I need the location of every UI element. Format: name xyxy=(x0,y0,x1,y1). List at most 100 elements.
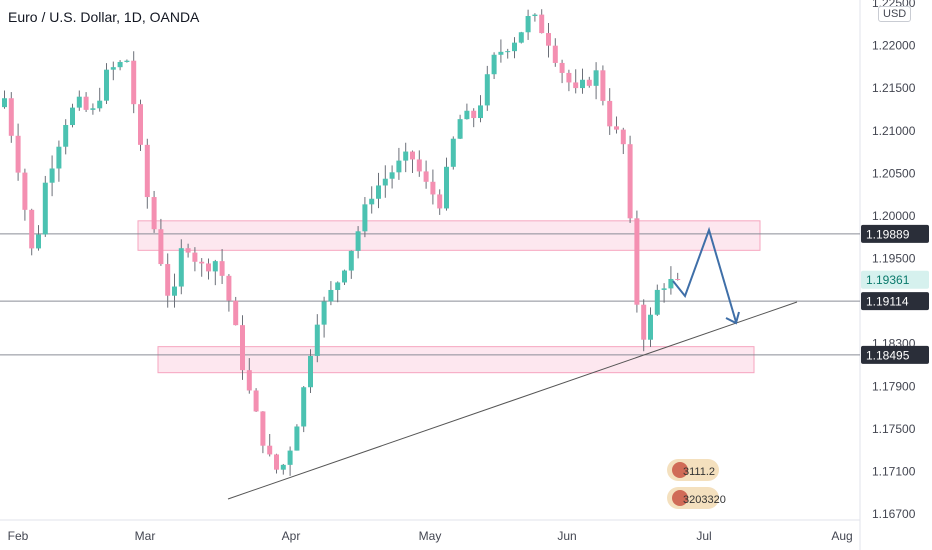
candle-body xyxy=(287,450,293,465)
candle-body xyxy=(382,178,388,186)
candle-body xyxy=(97,100,103,109)
candle-body xyxy=(355,231,361,251)
candle-body xyxy=(654,289,660,315)
candle-body xyxy=(342,270,347,283)
candle-body xyxy=(518,32,524,43)
candle-body xyxy=(36,234,41,249)
price-label-text: 1.19361 xyxy=(866,273,910,287)
candle-body xyxy=(600,70,606,101)
candle-body xyxy=(512,42,517,52)
projection-arrowhead xyxy=(725,311,740,325)
candle-body xyxy=(240,325,245,371)
candle-body xyxy=(396,160,402,173)
candle-body xyxy=(505,51,511,53)
candle-body xyxy=(450,138,456,167)
price-label-support xyxy=(861,345,929,364)
y-tick-label: 1.19500 xyxy=(872,252,916,266)
candle-body xyxy=(49,168,55,183)
candle-body xyxy=(464,110,470,120)
x-tick-label: Jul xyxy=(696,529,711,543)
candle-body xyxy=(226,275,232,301)
candle-body xyxy=(267,445,273,455)
candle-body xyxy=(151,197,157,230)
candle-body xyxy=(620,129,626,145)
candle-body xyxy=(56,146,62,169)
candle-body xyxy=(580,79,585,89)
candle-body xyxy=(471,110,477,119)
candle-body xyxy=(478,105,483,119)
y-tick-label: 1.16700 xyxy=(872,507,916,521)
candle-body xyxy=(294,426,300,451)
candle-body xyxy=(430,181,436,195)
chart-title: Euro / U.S. Dollar, 1D, OANDA xyxy=(8,9,200,25)
candle-body xyxy=(185,248,191,253)
candle-body xyxy=(484,74,490,106)
candle-body xyxy=(661,288,667,290)
candle-body xyxy=(104,69,109,101)
price-label-mid xyxy=(861,292,929,311)
y-tick-label: 1.17500 xyxy=(872,422,916,436)
x-tick-label: Aug xyxy=(831,529,852,543)
supply-demand-zone xyxy=(157,346,755,374)
candle-body xyxy=(83,96,89,110)
candle-body xyxy=(552,45,558,63)
candle-body xyxy=(607,100,613,127)
candle-body xyxy=(348,250,354,271)
candle-body xyxy=(491,54,497,75)
candle-body xyxy=(70,107,75,126)
flag-icon xyxy=(672,490,688,506)
candle-body xyxy=(328,289,334,302)
price-label-text: 1.19114 xyxy=(866,295,909,309)
candle-body xyxy=(389,172,395,179)
candle-body xyxy=(559,62,565,73)
watermark-text: 3111.2 xyxy=(683,466,715,478)
x-tick-label: Apr xyxy=(282,529,301,543)
candle-body xyxy=(301,387,307,427)
y-tick-label: 1.17100 xyxy=(872,464,916,478)
price-label-current xyxy=(861,270,929,289)
candle-body xyxy=(308,355,313,388)
candle-body xyxy=(423,171,429,182)
flag-icon xyxy=(672,462,688,478)
candle-body xyxy=(90,108,96,110)
candle-body xyxy=(110,67,116,70)
candle-body xyxy=(131,60,137,105)
candle-body xyxy=(321,301,327,325)
x-tick-label: Feb xyxy=(8,529,29,543)
candle-body xyxy=(29,209,35,249)
candle-body xyxy=(144,144,150,198)
candle-body xyxy=(593,70,599,86)
candle-body xyxy=(437,194,443,209)
currency-label[interactable]: USD xyxy=(878,6,912,22)
y-tick-label: 1.21500 xyxy=(872,81,916,95)
candle-body xyxy=(8,98,14,136)
candle-body xyxy=(233,300,239,326)
candle-body xyxy=(138,104,143,145)
y-tick-label: 1.20000 xyxy=(872,209,916,223)
candle-body xyxy=(627,144,633,219)
price-label-text: 1.18495 xyxy=(866,348,910,362)
candle-body xyxy=(63,125,69,147)
candle-body xyxy=(525,16,531,33)
candle-body xyxy=(532,14,538,17)
supply-demand-zone xyxy=(137,220,761,251)
candle-body xyxy=(124,60,130,62)
candle-body xyxy=(416,159,422,172)
price-label-resistance xyxy=(861,224,929,243)
candle-body xyxy=(586,79,592,86)
candle-body xyxy=(403,151,409,161)
candle-body xyxy=(260,411,266,446)
candle-body xyxy=(117,61,123,68)
candle-body xyxy=(246,370,252,391)
candle-body xyxy=(634,218,640,305)
candle-body xyxy=(219,261,225,276)
candle-body xyxy=(573,82,579,89)
candle-body xyxy=(172,286,177,296)
candle-body xyxy=(444,166,449,209)
candle-body xyxy=(648,314,653,340)
projection-path xyxy=(672,226,737,323)
candle-body xyxy=(165,264,171,296)
y-tick-label: 1.21000 xyxy=(872,124,916,138)
candle-body xyxy=(314,324,320,356)
